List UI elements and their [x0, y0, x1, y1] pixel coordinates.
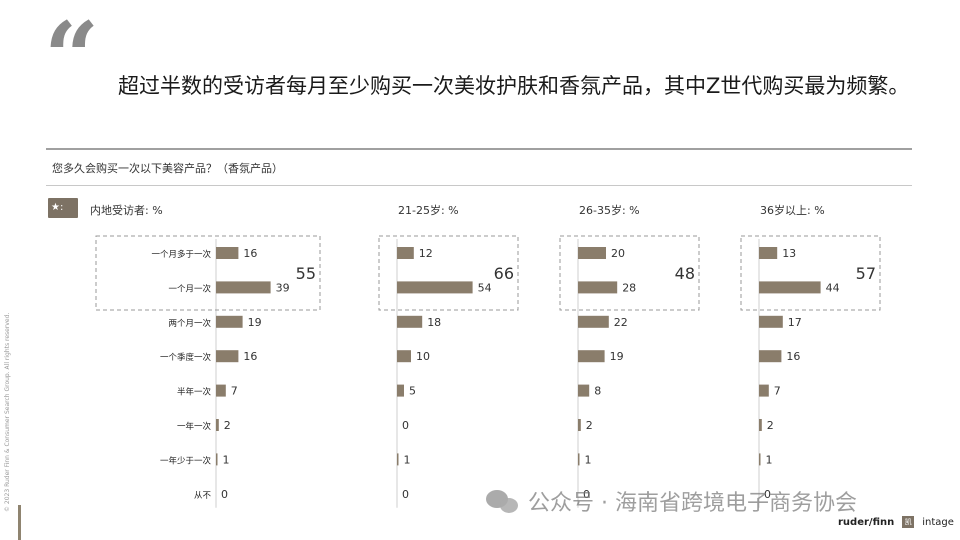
data-label: 10	[416, 350, 430, 363]
survey-question: 您多久会购买一次以下美容产品？（香氛产品）	[52, 162, 283, 175]
panel-title-21-25: 21-25岁: %	[398, 204, 459, 217]
bar	[759, 350, 782, 363]
panel-title-26-35: 26-35岁: %	[579, 204, 640, 217]
category-label: 一个季度一次	[160, 352, 212, 363]
category-label: 一年少于一次	[160, 455, 212, 466]
bar	[216, 419, 219, 431]
category-label: 从不	[194, 491, 212, 501]
data-label: 1	[585, 453, 592, 466]
bar	[578, 384, 590, 397]
data-label: 8	[594, 385, 601, 398]
data-label: 1	[223, 453, 230, 466]
intage-logo: intage	[922, 516, 954, 528]
bar	[216, 384, 226, 397]
bar	[397, 247, 414, 259]
data-label: 1	[404, 453, 411, 466]
bar	[397, 350, 411, 363]
bar	[397, 453, 399, 466]
category-label: 一年一次	[177, 421, 212, 432]
bar	[759, 281, 821, 294]
wechat-icon	[486, 488, 520, 514]
category-label: 一个月多于一次	[151, 249, 211, 260]
data-label: 54	[478, 281, 492, 294]
monthly-total-label: 48	[675, 264, 695, 283]
bar	[216, 453, 218, 466]
monthly-highlight-box	[740, 235, 881, 311]
category-label: 两个月一次	[168, 318, 211, 329]
panel-title-36-plus: 36岁以上: %	[760, 204, 825, 217]
data-label: 13	[782, 247, 796, 260]
category-label: 半年一次	[177, 387, 212, 398]
top-divider	[46, 148, 912, 150]
bar	[397, 281, 473, 294]
data-label: 0	[402, 419, 409, 432]
bar	[578, 315, 609, 328]
data-label: 16	[243, 247, 257, 260]
data-label: 18	[427, 316, 441, 329]
watermark-text: 公众号 · 海南省跨境电子商务协会	[528, 491, 857, 516]
footer-logos: ruder/finn 凯 intage	[838, 516, 954, 528]
data-label: 39	[276, 281, 290, 294]
monthly-highlight-box	[378, 235, 519, 311]
bar	[578, 419, 581, 431]
data-label: 17	[788, 316, 802, 329]
monthly-highlight-box	[559, 235, 700, 311]
bar	[578, 350, 605, 363]
data-label: 19	[248, 316, 262, 329]
china-flag-icon: ★:	[48, 198, 78, 218]
partner-logo: 凯	[902, 516, 915, 528]
ruderfinn-logo: ruder/finn	[838, 516, 895, 528]
bar	[397, 384, 404, 397]
monthly-total-label: 55	[296, 264, 316, 283]
watermark: 公众号 · 海南省跨境电子商务协会	[486, 485, 857, 517]
data-label: 2	[586, 419, 593, 432]
category-label: 一个月一次	[168, 283, 211, 294]
copyright-note: © 2023 Ruder Finn & Consumer Search Grou…	[4, 312, 11, 512]
data-label: 44	[826, 281, 840, 294]
bar	[759, 315, 783, 328]
bar	[578, 247, 606, 259]
data-label: 22	[614, 316, 628, 329]
monthly-total-label: 66	[494, 264, 514, 283]
monthly-total-label: 57	[856, 264, 876, 283]
bar	[216, 281, 271, 294]
data-label: 16	[786, 350, 800, 363]
mid-divider	[46, 185, 912, 186]
data-label: 19	[610, 350, 624, 363]
data-label: 12	[419, 247, 433, 260]
bar	[216, 350, 239, 363]
data-label: 16	[243, 350, 257, 363]
bar	[578, 281, 618, 294]
data-label: 0	[764, 488, 771, 501]
quote-mark: “	[44, 1, 100, 114]
bar	[216, 315, 243, 328]
data-label: 0	[402, 488, 409, 501]
data-label: 7	[774, 385, 781, 398]
data-label: 0	[583, 488, 590, 501]
bar	[759, 247, 778, 259]
bar	[759, 453, 761, 466]
data-label: 28	[622, 281, 636, 294]
bar	[578, 453, 580, 466]
data-label: 5	[409, 385, 416, 398]
side-accent-bar	[18, 505, 21, 540]
data-label: 1	[766, 453, 773, 466]
data-label: 2	[224, 419, 231, 432]
bar	[759, 419, 762, 431]
data-label: 0	[221, 488, 228, 501]
bar	[759, 384, 769, 397]
bar	[216, 247, 239, 259]
bar	[397, 315, 423, 328]
monthly-highlight-box	[95, 235, 321, 311]
panel-title-mainland: 内地受访者: %	[90, 204, 163, 217]
page-title: 超过半数的受访者每月至少购买一次美妆护肤和香氛产品，其中Z世代购买最为频繁。	[118, 74, 910, 98]
data-label: 7	[231, 385, 238, 398]
data-label: 20	[611, 247, 625, 260]
data-label: 2	[767, 419, 774, 432]
